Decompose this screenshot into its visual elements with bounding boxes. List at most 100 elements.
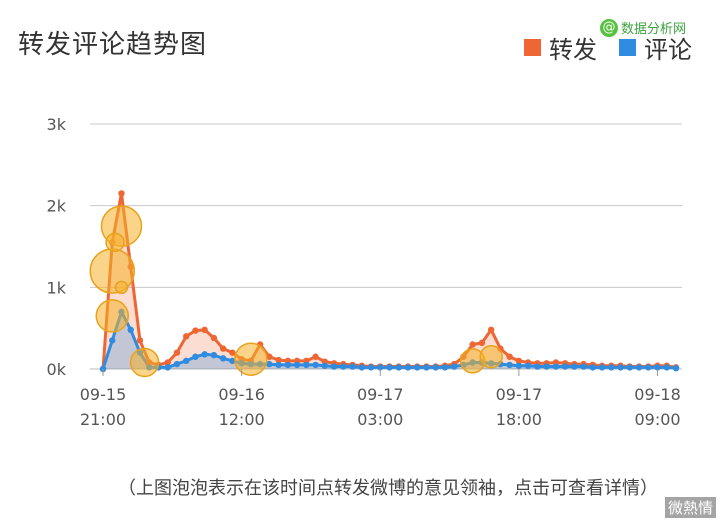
legend-swatch-comment [619, 39, 636, 56]
data-point-series-1 [312, 361, 319, 369]
data-point-series-0 [173, 349, 181, 356]
data-point-series-1 [386, 364, 393, 371]
corner-badge: 微熱情 [664, 497, 716, 518]
legend-swatch-repost [524, 39, 541, 56]
data-point-series-0 [275, 356, 282, 364]
legend-label-comment: 评论 [644, 36, 692, 64]
watermark-text: 数据分析网 [621, 22, 687, 37]
data-point-series-0 [164, 359, 171, 366]
data-point-series-0 [136, 337, 144, 344]
x-tick-date: 09-16 [218, 385, 265, 404]
opinion-leader-bubble [95, 299, 129, 333]
data-point-series-1 [450, 363, 458, 370]
data-point-series-0 [118, 190, 125, 197]
area-series-0 [103, 193, 676, 369]
data-point-series-1 [580, 363, 587, 370]
data-point-series-1 [543, 363, 550, 370]
data-point-series-1 [192, 353, 199, 360]
opinion-leader-bubble [105, 232, 125, 253]
data-point-series-1 [349, 363, 356, 370]
data-point-series-1 [201, 351, 208, 358]
data-point-series-1 [608, 364, 615, 371]
data-point-series-1 [210, 351, 218, 359]
bubble-layer [89, 205, 503, 378]
data-point-series-1 [340, 363, 347, 370]
data-point-series-1 [534, 363, 541, 370]
x-tick-time: 09:00 [634, 410, 680, 429]
data-point-series-0 [312, 353, 319, 360]
chart-title: 转发评论趋势图 [18, 30, 208, 60]
data-point-series-1 [626, 364, 633, 371]
data-point-series-1 [266, 360, 273, 368]
y-tick-label: 2k [47, 197, 67, 216]
y-tick-label: 0k [47, 360, 67, 379]
footer-note: （上图泡泡表示在该时间点转发微博的意见领袖，点击可查看详情） [118, 478, 658, 499]
at-logo-icon: @ [600, 18, 618, 37]
data-point-series-0 [192, 327, 199, 334]
y-tick-label: 1k [47, 278, 67, 297]
data-point-series-1 [432, 364, 439, 371]
data-point-series-1 [404, 364, 412, 371]
chart-legend: 转发 评论 [524, 30, 692, 65]
data-point-series-1 [589, 364, 597, 371]
x-tick-time: 21:00 [80, 410, 126, 429]
data-point-series-1 [173, 360, 181, 368]
data-point-series-1 [182, 357, 190, 365]
data-point-series-1 [229, 357, 236, 365]
data-point-series-1 [358, 364, 365, 371]
data-point-series-1 [321, 362, 329, 369]
data-point-series-1 [303, 361, 310, 369]
data-point-series-1 [561, 363, 569, 370]
data-point-series-1 [423, 364, 430, 371]
x-tick-time: 12:00 [219, 410, 265, 429]
data-point-series-0 [182, 333, 190, 340]
x-tick-time: 03:00 [357, 410, 403, 429]
x-tick-time: 18:00 [496, 410, 542, 429]
data-point-series-1 [330, 363, 338, 370]
watermark: @ 数据分析网 [600, 18, 686, 37]
data-point-series-1 [672, 364, 680, 372]
data-point-series-1 [654, 364, 661, 371]
x-tick-date: 09-17 [357, 385, 404, 404]
legend-label-repost: 转发 [549, 36, 597, 64]
opinion-leader-bubble [234, 342, 268, 376]
data-point-series-0 [210, 334, 218, 342]
data-point-series-0 [506, 353, 513, 360]
data-point-series-1 [552, 363, 560, 370]
data-point-series-1 [414, 364, 421, 371]
x-tick-date: 09-17 [496, 385, 543, 404]
data-point-series-1 [571, 363, 578, 370]
data-point-series-0 [201, 326, 208, 333]
legend-item-repost[interactable]: 转发 [524, 30, 597, 65]
data-point-series-1 [367, 364, 375, 371]
area-layer [103, 193, 676, 369]
data-point-series-1 [164, 364, 171, 371]
x-tick-date: 09-18 [634, 385, 681, 404]
data-point-series-1 [617, 364, 624, 371]
data-point-series-1 [377, 364, 384, 371]
data-point-series-0 [515, 357, 523, 365]
grid-layer [90, 123, 682, 370]
data-point-series-1 [645, 364, 652, 371]
opinion-leader-bubble [129, 347, 160, 378]
data-point-series-1 [395, 364, 402, 371]
data-point-series-1 [275, 361, 282, 369]
legend-item-comment[interactable]: 评论 [619, 30, 692, 65]
trend-chart: 0k 1k 2k 3k 09-15 21:00 09-16 12:00 09-17 03:00 09… [47, 115, 682, 429]
data-point-series-1 [219, 355, 227, 362]
opinion-leader-bubble [479, 345, 503, 369]
data-point-series-0 [478, 339, 486, 347]
data-point-series-1 [441, 364, 449, 371]
data-point-series-1 [635, 364, 643, 371]
opinion-leader-bubble [114, 280, 129, 295]
data-point-series-0 [487, 326, 495, 333]
axis-layer: 0k 1k 2k 3k 09-15 21:00 09-16 12:00 09-17 03:00 09… [47, 115, 681, 429]
x-tick-date: 09-15 [80, 385, 127, 404]
data-point-series-1 [598, 364, 606, 371]
data-point-series-1 [127, 326, 134, 333]
data-point-series-1 [109, 337, 116, 344]
y-tick-label: 3k [47, 115, 67, 134]
data-point-series-1 [524, 362, 532, 369]
data-point-series-0 [469, 341, 476, 348]
data-point-series-1 [663, 364, 670, 371]
